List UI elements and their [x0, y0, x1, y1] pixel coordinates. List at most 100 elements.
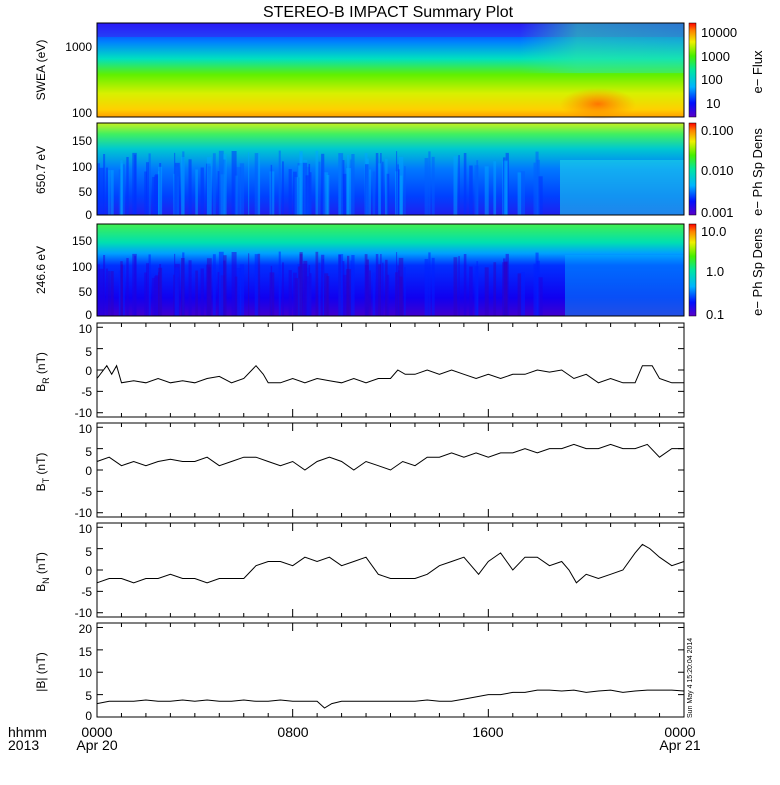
spectrogram-streak	[351, 154, 355, 215]
bt-ylabel: BT (nT)	[34, 453, 51, 492]
spectrogram-streak	[520, 171, 525, 215]
spectrogram-streak	[239, 163, 245, 215]
spectrogram-streak	[324, 273, 329, 316]
spectrogram-streak	[152, 278, 155, 316]
spectrogram-streak	[174, 152, 176, 215]
spectrogram-streak	[365, 164, 369, 215]
spectrogram-streak	[148, 254, 151, 316]
spectrogram-streak	[236, 268, 242, 316]
spectrogram-streak	[97, 163, 100, 215]
pad650-tick-0: 0	[85, 208, 92, 222]
bmag-tick-10: 10	[79, 666, 93, 680]
spectrogram-streak	[346, 168, 352, 215]
spectrogram-streak	[212, 153, 216, 215]
time-tick-0000-end: 0000	[664, 724, 695, 740]
generation-stamp: Sun May 4 15:20:04 2014	[687, 638, 694, 718]
spectrogram-streak	[110, 170, 114, 215]
bn-ylabel: BN (nT)	[34, 552, 51, 592]
spectrogram-streak	[517, 273, 522, 316]
spectrogram-streak	[282, 262, 284, 316]
spectrogram-streak	[181, 157, 185, 215]
spectrogram-streak	[318, 161, 321, 215]
spectrogram-streak	[298, 177, 300, 215]
spectrogram-streak	[404, 267, 406, 316]
spectrogram-streak	[257, 253, 261, 316]
time-axis: hhmm 2013 0000 Apr 20 0800 1600 0000 Apr…	[8, 724, 701, 753]
pad246-tick-100: 100	[72, 260, 92, 274]
swea-tick-1000: 1000	[65, 40, 92, 54]
cb-swea-tick-100: 100	[701, 72, 723, 87]
spectrogram-streak	[270, 164, 273, 215]
spectrogram-streak	[382, 262, 384, 316]
cb-swea-label: e− Flux	[750, 50, 765, 93]
bt-tick-m10: -10	[75, 506, 93, 520]
spectrogram-streak	[342, 173, 347, 215]
spectrogram-streak	[302, 162, 308, 215]
plot-title: STEREO-B IMPACT Summary Plot	[263, 4, 514, 21]
cb-pad246-label: e− Ph Sp Dens	[750, 228, 765, 316]
spectrogram-streak	[188, 159, 192, 215]
time-left-label-year: 2013	[8, 737, 39, 753]
spectrogram-streak	[236, 167, 242, 215]
pad246-panel: 246.6 eV 150 100 50 0	[34, 223, 685, 322]
spectrogram-streak	[217, 171, 220, 215]
bn-panel: BN (nT) 10 5 0 -5 -10	[34, 522, 685, 620]
spectrogram-streak	[372, 171, 376, 215]
spectrogram-streak	[504, 261, 508, 316]
spectrogram-streak	[386, 274, 390, 316]
spectrogram-streak	[200, 268, 204, 316]
spectrogram-streak	[463, 153, 467, 215]
spectrogram-streak	[200, 167, 204, 215]
spectrogram-streak	[342, 261, 345, 316]
spectrogram-streak	[108, 271, 110, 316]
cb-pad246-tick-mid: 1.0	[706, 264, 724, 279]
spectrogram-streak	[158, 171, 160, 215]
bmag-tick-0: 0	[85, 709, 92, 723]
spectrogram-streak	[369, 270, 371, 316]
cb-pad246-tick-bot: 0.1	[706, 307, 724, 322]
spectrogram-streak	[122, 164, 125, 215]
spectrogram-streak	[536, 159, 540, 215]
spectrogram-streak	[378, 163, 381, 215]
spectrogram-streak	[110, 271, 114, 316]
spectrogram-streak	[98, 167, 104, 215]
spectrogram-streak	[324, 172, 329, 215]
bn-tick-m5: -5	[81, 585, 92, 599]
bn-ylabel-unit: (nT)	[34, 552, 48, 577]
bmag-tick-5: 5	[85, 689, 92, 703]
pad650-ylabel: 650.7 eV	[34, 146, 48, 194]
spectrogram-streak	[308, 264, 311, 316]
bn-ylabel-main: B	[34, 584, 48, 592]
spectrogram-streak	[218, 150, 224, 215]
spectrogram-streak	[520, 272, 525, 316]
bmag-panel: |B| (nT) 20 15 10 5 0 Sun May 4 15:20:04…	[34, 622, 694, 723]
spectrogram-streak	[533, 263, 536, 316]
spectrogram-streak	[108, 170, 110, 215]
time-tick-0800: 0800	[277, 724, 308, 740]
pad650-tick-50: 50	[79, 185, 93, 199]
spectrogram-streak	[342, 160, 345, 215]
cb-pad246-tick-top: 10.0	[701, 224, 726, 239]
spectrogram-streak	[288, 270, 292, 316]
spectrogram-streak	[302, 263, 308, 316]
bt-ylabel-unit: (nT)	[34, 453, 48, 478]
swea-late-brightening	[520, 23, 684, 73]
spectrogram-streak	[453, 257, 458, 316]
br-ylabel-main: B	[34, 384, 48, 392]
spectrogram-streak	[428, 151, 431, 215]
bt-tick-m5: -5	[81, 485, 92, 499]
br-trace	[96, 364, 684, 384]
spectrogram-streak	[239, 264, 245, 316]
spectrogram-streak	[322, 158, 324, 215]
bn-tick-marks	[96, 523, 685, 617]
spectrogram-streak	[469, 165, 473, 215]
spectrogram-streak	[158, 267, 163, 316]
spectrogram-streak	[174, 267, 179, 316]
spectrogram-streak	[105, 268, 108, 316]
bt-trace	[96, 443, 684, 471]
swea-orange-region	[560, 88, 636, 120]
spectrogram-streak	[538, 176, 543, 215]
cb-pad650-tick-mid: 0.010	[701, 163, 734, 178]
spectrogram-streak	[504, 160, 508, 215]
spectrogram-streak	[404, 166, 406, 215]
